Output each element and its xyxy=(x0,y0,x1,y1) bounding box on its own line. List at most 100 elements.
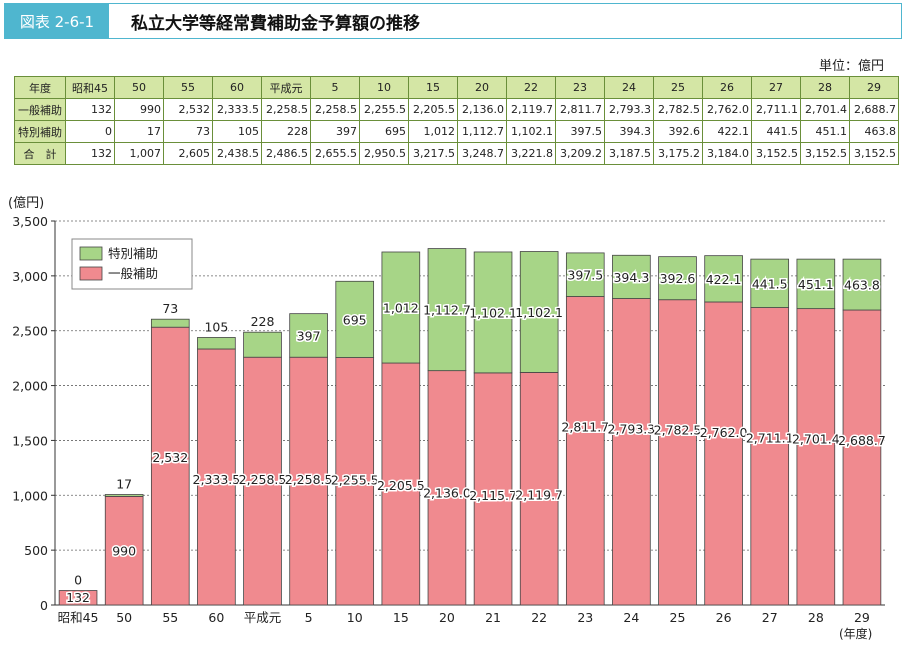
data-label-general: 132 xyxy=(66,590,90,605)
y-tick-label: 3,500 xyxy=(12,214,48,229)
bar-general xyxy=(381,362,421,606)
data-label-special: 105 xyxy=(204,319,228,334)
data-label-general: 2,711.1 xyxy=(746,431,794,446)
table-col-header: 27 xyxy=(751,76,801,99)
y-tick-label: 3,000 xyxy=(12,269,48,284)
table-cell: 73 xyxy=(163,120,213,143)
table-row-header: 合 計 xyxy=(14,142,66,165)
bar-general xyxy=(104,495,144,606)
y-tick-label: 0 xyxy=(40,598,48,613)
data-label-special: 441.5 xyxy=(752,276,788,291)
data-label-special: 1,112.7 xyxy=(423,303,471,318)
bar-special xyxy=(243,331,282,358)
x-tick-label: 25 xyxy=(670,610,686,625)
table-cell: 2,688.7 xyxy=(849,98,899,121)
legend-swatch xyxy=(79,246,103,261)
data-label-special: 397 xyxy=(297,328,321,343)
data-label-special: 228 xyxy=(251,314,275,329)
table-cell: 2,782.5 xyxy=(653,98,703,121)
data-label-general: 2,688.7 xyxy=(838,433,886,448)
bar-general xyxy=(750,307,790,606)
figure-header: 図表 2-6-1 私立大学等経常費補助金予算額の推移 xyxy=(4,3,902,39)
table-cell: 132 xyxy=(65,142,115,165)
bar-special xyxy=(197,337,236,350)
table-cell: 3,184.0 xyxy=(702,142,752,165)
data-label-special: 392.6 xyxy=(660,271,696,286)
table-col-header: 24 xyxy=(604,76,654,99)
data-label-general: 2,205.5 xyxy=(377,478,425,493)
table-cell: 463.8 xyxy=(849,120,899,143)
data-label-general: 2,136.0 xyxy=(423,486,471,501)
bar-general xyxy=(658,299,697,606)
x-axis-label: (年度) xyxy=(839,627,873,641)
data-label-general: 2,532 xyxy=(152,450,188,465)
table-col-header: 平成元 xyxy=(261,76,311,99)
table-col-header: 20 xyxy=(457,76,507,99)
bar-special xyxy=(473,251,513,374)
legend-label: 特別補助 xyxy=(108,246,158,261)
x-tick-label: 28 xyxy=(808,610,824,625)
table-cell: 2,486.5 xyxy=(261,142,311,165)
table-col-header: 10 xyxy=(359,76,409,99)
data-label-general: 2,258.5 xyxy=(239,472,287,487)
data-label-general: 2,793.3 xyxy=(608,422,656,437)
table-cell: 394.3 xyxy=(604,120,654,143)
x-tick-label: 5 xyxy=(305,610,313,625)
bar-general xyxy=(519,372,559,606)
bar-general xyxy=(704,301,743,606)
table-cell: 2,711.1 xyxy=(751,98,801,121)
y-tick-label: 500 xyxy=(24,543,48,558)
bar-general xyxy=(150,326,190,606)
table-col-header: 60 xyxy=(212,76,262,99)
table-cell: 3,152.5 xyxy=(751,142,801,165)
bar-general xyxy=(473,372,513,606)
x-tick-label: 55 xyxy=(162,610,178,625)
data-label-general: 2,119.7 xyxy=(515,487,563,502)
table-col-header: 5 xyxy=(310,76,360,99)
data-label-general: 990 xyxy=(112,544,136,559)
table-cell: 228 xyxy=(261,120,311,143)
legend xyxy=(71,238,193,290)
table-col-header: 25 xyxy=(653,76,703,99)
y-axis-label: (億円) xyxy=(8,196,45,211)
bar-special xyxy=(335,280,375,358)
data-label-general: 2,255.5 xyxy=(331,473,379,488)
x-tick-label: 50 xyxy=(116,610,132,625)
table-cell: 1,102.1 xyxy=(506,120,556,143)
x-tick-label: 29 xyxy=(854,610,870,625)
data-label-special: 1,102.1 xyxy=(515,305,563,320)
table-cell: 3,209.2 xyxy=(555,142,605,165)
bar-special xyxy=(658,256,697,301)
bar-general xyxy=(58,590,98,606)
x-tick-label: 20 xyxy=(439,610,455,625)
table-cell: 2,701.4 xyxy=(800,98,850,121)
table-cell: 3,217.5 xyxy=(408,142,458,165)
data-label-special: 1,102.1 xyxy=(469,305,517,320)
bar-general xyxy=(612,298,651,606)
data-label-special: 0 xyxy=(74,573,82,588)
table-row: 一般補助 132 990 2,532 2,333.5 2,258.5 2,258.5 2,25… xyxy=(14,98,899,121)
bar-special xyxy=(427,248,467,372)
x-tick-label: 23 xyxy=(577,610,593,625)
data-label-special: 17 xyxy=(116,477,132,492)
bar-special xyxy=(565,252,605,297)
x-tick-label: 27 xyxy=(762,610,778,625)
figure-title: 私立大学等経常費補助金予算額の推移 xyxy=(131,13,420,34)
bar-general xyxy=(197,348,236,606)
data-label-special: 451.1 xyxy=(798,277,834,292)
bar-special xyxy=(104,494,144,497)
table-cell: 2,950.5 xyxy=(359,142,409,165)
data-label-general: 2,701.4 xyxy=(792,432,840,447)
table-cell: 441.5 xyxy=(751,120,801,143)
bar-general xyxy=(796,308,836,606)
legend-label: 一般補助 xyxy=(108,266,158,281)
table-col-header: 23 xyxy=(555,76,605,99)
x-tick-label: 10 xyxy=(347,610,363,625)
bar-special xyxy=(612,254,651,299)
table-row: 特別補助 0 17 73 105 228 397 695 1,012 1,112.7 1,102.1… xyxy=(14,120,899,143)
table-cell: 3,152.5 xyxy=(800,142,850,165)
data-table: 年度 昭和45 50 55 60 平成元 5 10 15 20 22 23 24 25 26 27 28 29 … xyxy=(14,76,899,165)
table-cell: 695 xyxy=(359,120,409,143)
x-tick-label: 21 xyxy=(485,610,501,625)
legend-swatch xyxy=(79,266,103,281)
